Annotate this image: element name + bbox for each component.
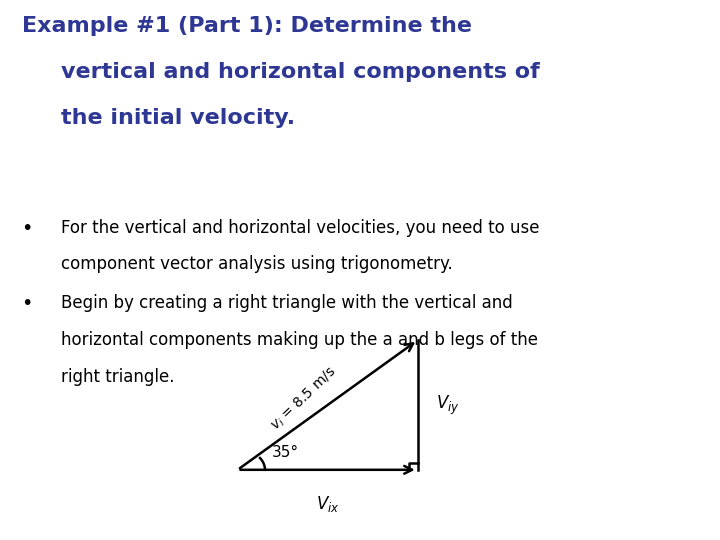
- Text: For the vertical and horizontal velocities, you need to use: For the vertical and horizontal velociti…: [61, 219, 540, 237]
- Text: Begin by creating a right triangle with the vertical and: Begin by creating a right triangle with …: [61, 294, 513, 312]
- Text: $V_{iy}$: $V_{iy}$: [436, 394, 459, 416]
- Text: component vector analysis using trigonometry.: component vector analysis using trigonom…: [61, 255, 453, 273]
- Text: 35°: 35°: [272, 445, 300, 460]
- Text: $\mathit{v_i}$ = 8.5 m/s: $\mathit{v_i}$ = 8.5 m/s: [268, 364, 341, 434]
- Text: $V_{ix}$: $V_{ix}$: [316, 494, 339, 514]
- Text: vertical and horizontal components of: vertical and horizontal components of: [61, 62, 540, 82]
- Text: •: •: [22, 294, 33, 313]
- Text: right triangle.: right triangle.: [61, 368, 175, 386]
- Text: Example #1 (Part 1): Determine the: Example #1 (Part 1): Determine the: [22, 16, 472, 36]
- Text: •: •: [22, 219, 33, 238]
- Text: horizontal components making up the a and b legs of the: horizontal components making up the a an…: [61, 331, 539, 349]
- Text: the initial velocity.: the initial velocity.: [61, 108, 295, 128]
